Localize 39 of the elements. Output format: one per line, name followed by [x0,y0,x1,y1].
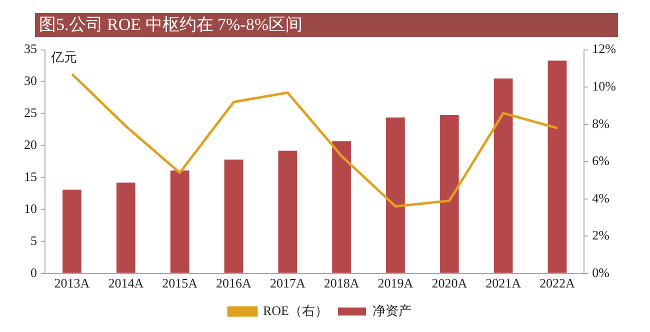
x-tick-label: 2016A [216,276,252,291]
bar [224,160,244,273]
x-tick-label: 2014A [108,276,144,291]
x-tick-label: 2017A [270,276,306,291]
y2-tick-label: 4% [592,190,610,206]
x-tick-label: 2021A [486,276,522,291]
bar [278,150,298,273]
x-tick-label: 2015A [162,276,198,291]
bar [62,190,82,273]
bar [386,118,405,273]
y-tick-label: 0 [30,264,37,280]
legend-label: ROE（右） [263,302,328,318]
x-tick-label: 2020A [432,276,468,291]
bar [170,170,190,273]
y2-tick-label: 8% [592,116,610,131]
y-tick-label: 35 [24,41,37,56]
legend-label: 净资产 [372,302,412,318]
y2-tick-label: 0% [592,264,610,280]
y-tick-label: 10 [24,200,37,216]
bar [116,182,136,273]
bar [332,141,351,273]
x-tick-label: 2018A [324,276,360,291]
bar [548,60,567,273]
x-tick-label: 2013A [54,276,90,291]
y2-tick-label: 2% [592,228,610,243]
y-axis-title: 亿元 [50,50,77,65]
bar [494,78,513,273]
y-tick-label: 5 [30,232,37,248]
x-tick-label: 2019A [378,276,414,291]
y-tick-label: 15 [24,168,37,184]
y2-tick-label: 12% [592,41,616,56]
chart-title: 图5.公司 ROE 中枢约在 7%-8%区间 [35,13,618,37]
bar [440,114,459,273]
x-tick-label: 2022A [540,276,576,291]
y2-tick-label: 6% [592,153,610,168]
y-tick-label: 30 [24,73,37,88]
y-tick-label: 25 [24,105,37,120]
y2-tick-label: 10% [592,78,616,94]
y-tick-label: 20 [24,137,37,152]
